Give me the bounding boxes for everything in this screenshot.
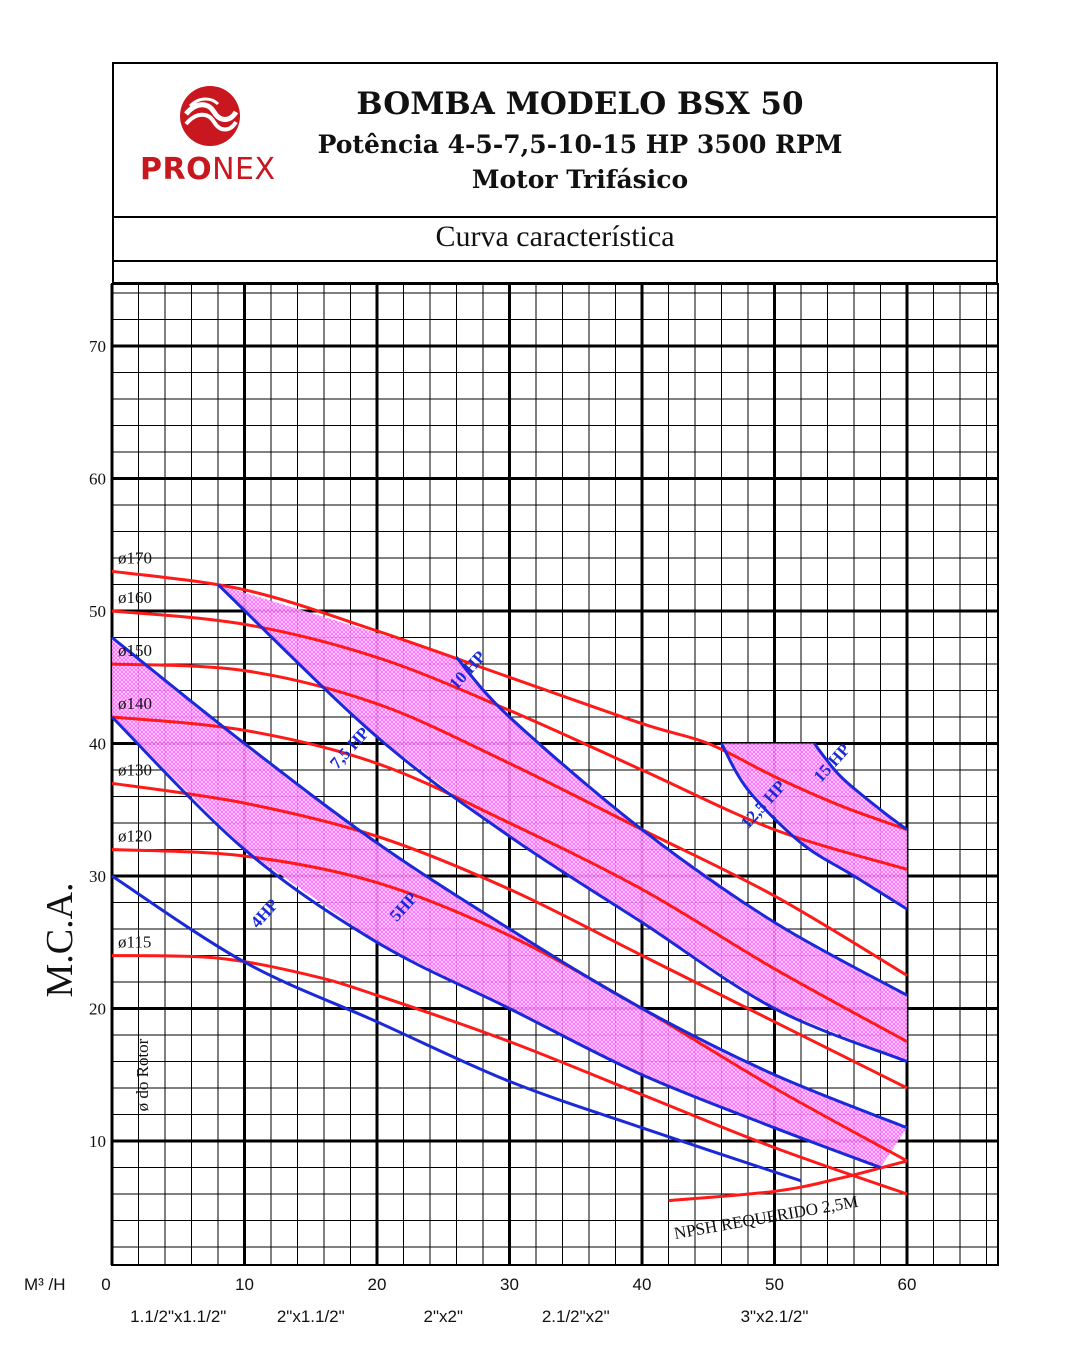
grid — [110, 283, 999, 1266]
power-curve-7 — [813, 742, 908, 831]
x-tick-label: 50 — [765, 1275, 784, 1294]
efficiency-bands — [112, 584, 907, 1168]
logo-icon — [180, 86, 240, 146]
rotor-label: ø120 — [118, 827, 152, 846]
y-tick-label: 50 — [89, 602, 106, 621]
rotor-curve-140 — [111, 715, 908, 1043]
pump-title: BOMBA MODELO BSX 50 — [356, 86, 804, 122]
rotor-label: ø115 — [118, 933, 151, 952]
power-curve-1 — [111, 874, 802, 1183]
pipe-size-label: 2.1/2"x2" — [542, 1307, 610, 1326]
y-tick-label: 10 — [89, 1132, 106, 1151]
pipe-size-label: 2"x2" — [424, 1307, 463, 1326]
logo-wordmark: PRONEX — [140, 152, 276, 187]
rotor-curve-120 — [111, 848, 908, 1163]
rotor-label: ø160 — [118, 588, 152, 607]
pronex-logo: PRONEX — [140, 86, 280, 196]
power-curve-2 — [110, 715, 882, 1169]
x-tick-label: 30 — [500, 1275, 519, 1294]
pipe-size-label: 1.1/2"x1.1/2" — [130, 1307, 226, 1326]
rotor-label: ø140 — [118, 694, 152, 713]
header-box — [112, 62, 998, 218]
rotor-label: ø150 — [118, 641, 152, 660]
rotor-curve-170 — [111, 569, 908, 832]
power-curve-5 — [455, 656, 908, 997]
rotor-curve-130 — [111, 781, 908, 1090]
x-axis-label: M³ /H — [24, 1275, 66, 1294]
rotor-label: ø170 — [118, 548, 152, 567]
curve-title-box — [112, 218, 998, 262]
hp-label: 7,5 HP — [326, 723, 373, 772]
rotor-curve-160 — [111, 609, 908, 871]
rotor-label: ø130 — [118, 760, 152, 779]
y-tick-label: 60 — [89, 470, 106, 489]
rotor-curve-115 — [111, 954, 908, 1196]
npsh-curve — [668, 1159, 908, 1203]
y-tick-label: 40 — [89, 735, 106, 754]
power-spec: Potência 4-5-7,5-10-15 HP 3500 RPM — [317, 130, 843, 159]
x-tick-label: 10 — [235, 1275, 254, 1294]
x-tick-label: 40 — [633, 1275, 652, 1294]
rotor-curve-150 — [111, 662, 908, 977]
y-tick-label: 20 — [89, 1000, 106, 1019]
hp-label: 4HP — [247, 895, 283, 932]
rotor-axis-label: ø do Rotor — [133, 1038, 152, 1111]
band-15hp — [721, 743, 907, 910]
x-tick-label: 60 — [898, 1275, 917, 1294]
pipe-size-label: 3"x2.1/2" — [741, 1307, 809, 1326]
band-10hp — [218, 584, 907, 1062]
x-tick-label: 0 — [101, 1275, 110, 1294]
band-5hp-7-5hp — [112, 637, 907, 1168]
rotor-curves — [111, 569, 908, 1203]
power-curves — [110, 583, 908, 1183]
power-curve-6 — [720, 742, 908, 911]
y-tick-label: 30 — [89, 867, 106, 886]
motor-spec: Motor Trifásico — [471, 165, 689, 194]
power-curve-3 — [111, 636, 908, 1130]
x-tick-label: 20 — [368, 1275, 387, 1294]
logo-text-bold: PRO — [140, 152, 213, 187]
logo-text-light: NEX — [212, 152, 276, 187]
y-tick-label: 70 — [89, 337, 106, 356]
curve-title: Curva característica — [435, 220, 675, 253]
y-axis-label: M.C.A. — [39, 882, 81, 997]
power-curve-4 — [216, 583, 908, 1063]
pipe-size-label: 2"x1.1/2" — [277, 1307, 345, 1326]
